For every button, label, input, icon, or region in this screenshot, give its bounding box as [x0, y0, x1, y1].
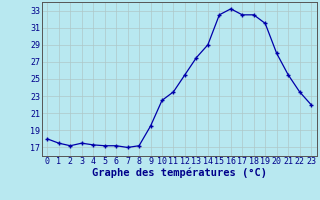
- X-axis label: Graphe des températures (°C): Graphe des températures (°C): [92, 168, 267, 178]
